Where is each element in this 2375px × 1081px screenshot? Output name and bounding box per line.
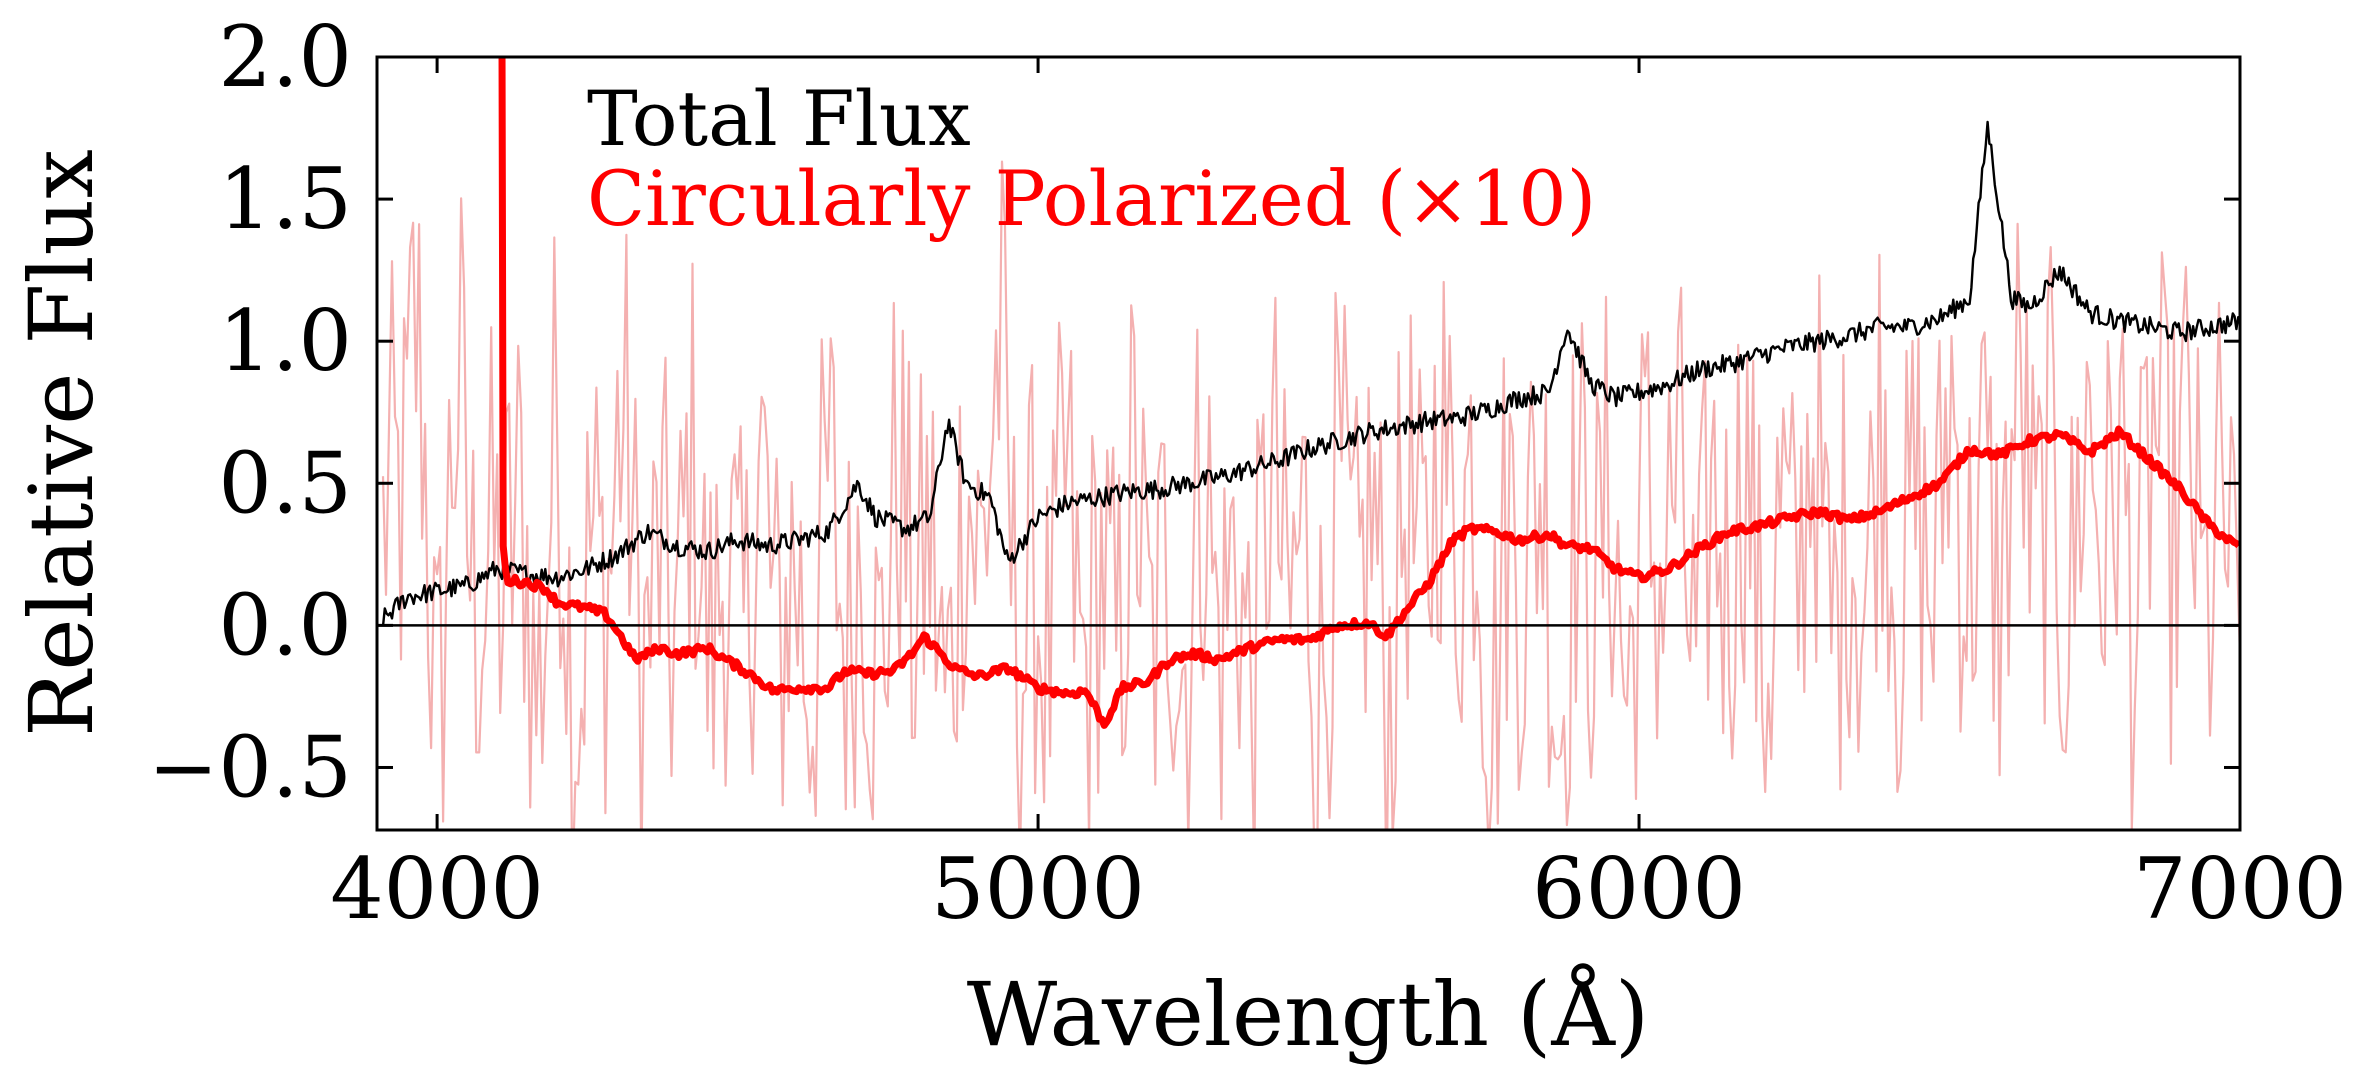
- x-axis-title: Wavelength (Å): [967, 963, 1650, 1066]
- x-tick-label: 5000: [931, 840, 1145, 938]
- y-tick-label: 0.0: [218, 576, 352, 674]
- y-tick-label: 2.0: [218, 8, 352, 106]
- plot-frame: [375, 55, 2242, 832]
- y-tick-label: 1.0: [218, 292, 352, 390]
- y-tick-label: 0.5: [218, 434, 352, 532]
- x-tick-label: 7000: [2133, 840, 2347, 938]
- y-axis-title: Relative Flux: [10, 149, 113, 737]
- y-tick-label: −0.5: [148, 718, 352, 816]
- total-flux-line: [381, 120, 2240, 627]
- legend-total-flux: Total Flux: [587, 74, 971, 163]
- legend-circular-polarized: Circularly Polarized (×10): [587, 154, 1596, 243]
- x-tick-label: 6000: [1532, 840, 1746, 938]
- y-tick-label: 1.5: [218, 150, 352, 248]
- ticks-layer: 4000 5000 6000 7000 −0.5 0.0 0.5 1.0 1.5 2.0: [148, 8, 2347, 938]
- x-tick-label: 4000: [330, 840, 544, 938]
